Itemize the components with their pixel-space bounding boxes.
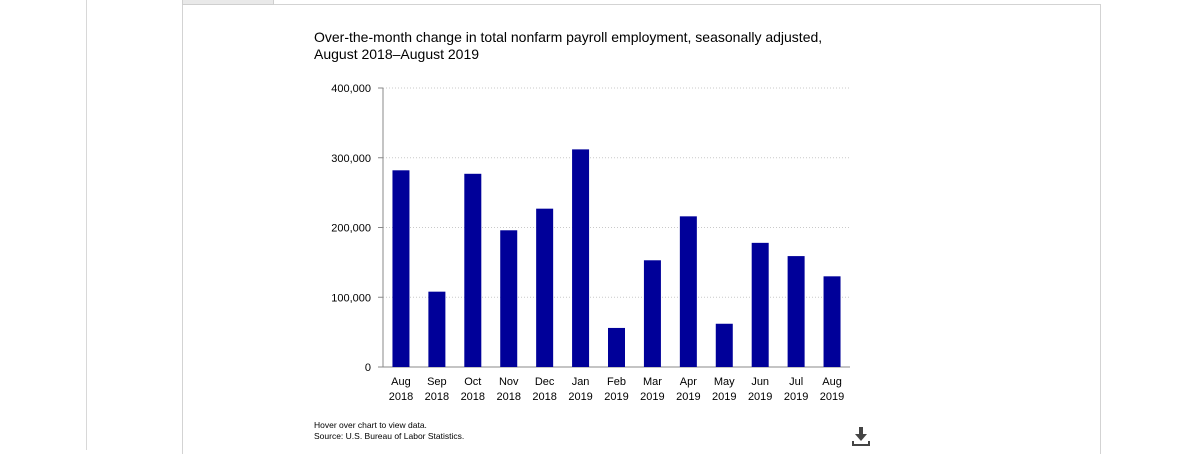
chart-panel (182, 4, 1101, 454)
tab-stub[interactable] (182, 0, 274, 5)
bar[interactable] (787, 256, 805, 367)
x-tick-label-year: 2018 (425, 391, 449, 403)
x-tick-label-year: 2018 (389, 391, 413, 403)
y-tick-label: 300,000 (331, 153, 371, 165)
chart-footnote: Hover over chart to view data. Source: U… (314, 420, 464, 442)
x-tick-label-month: Dec (535, 376, 555, 388)
x-tick-label-year: 2018 (496, 391, 520, 403)
bar[interactable] (679, 216, 697, 367)
x-tick-label-year: 2019 (640, 391, 664, 403)
x-tick-label-month: Nov (499, 376, 519, 388)
page-left-rule (86, 0, 87, 450)
chart-title: Over-the-month change in total nonfarm p… (314, 29, 874, 63)
bar[interactable] (464, 173, 482, 367)
x-tick-label-month: Oct (464, 376, 481, 388)
x-tick-label-month: Apr (680, 376, 697, 388)
y-tick-label: 200,000 (331, 223, 371, 235)
bar[interactable] (751, 242, 769, 367)
download-icon[interactable] (850, 425, 872, 447)
x-tick-label-year: 2019 (712, 391, 736, 403)
x-tick-label-month: Aug (391, 376, 411, 388)
bar[interactable] (608, 327, 625, 367)
x-tick-label-year: 2019 (820, 391, 844, 403)
y-tick-label: 0 (365, 362, 371, 374)
x-tick-label-year: 2019 (604, 391, 628, 403)
x-tick-label-year: 2019 (568, 391, 592, 403)
bar[interactable] (823, 276, 841, 367)
x-tick-label-month: Aug (822, 376, 842, 388)
source-note: Source: U.S. Bureau of Labor Statistics. (314, 431, 465, 441)
x-tick-label-month: Jun (751, 376, 769, 388)
x-tick-label-year: 2018 (461, 391, 485, 403)
bar[interactable] (572, 149, 590, 367)
x-tick-label-year: 2019 (784, 391, 808, 403)
bar[interactable] (500, 230, 518, 367)
y-tick-label: 400,000 (331, 83, 371, 95)
bar[interactable] (392, 170, 410, 367)
x-tick-label-year: 2019 (676, 391, 700, 403)
x-tick-label-month: Mar (643, 376, 662, 388)
bar[interactable] (715, 323, 733, 367)
hover-hint: Hover over chart to view data. (314, 420, 427, 430)
bar[interactable] (536, 208, 554, 367)
x-tick-label-month: Sep (427, 376, 447, 388)
x-tick-label-year: 2018 (532, 391, 556, 403)
bar[interactable] (643, 260, 661, 367)
bar[interactable] (428, 291, 446, 367)
y-tick-label: 100,000 (331, 292, 371, 304)
x-tick-label-month: May (714, 376, 735, 388)
x-tick-label-month: Jan (572, 376, 590, 388)
chart-title-line-1: Over-the-month change in total nonfarm p… (314, 29, 823, 45)
x-tick-label-year: 2019 (748, 391, 772, 403)
x-tick-label-month: Feb (607, 376, 626, 388)
chart-title-line-2: August 2018–August 2019 (314, 46, 480, 62)
x-tick-label-month: Jul (789, 376, 803, 388)
